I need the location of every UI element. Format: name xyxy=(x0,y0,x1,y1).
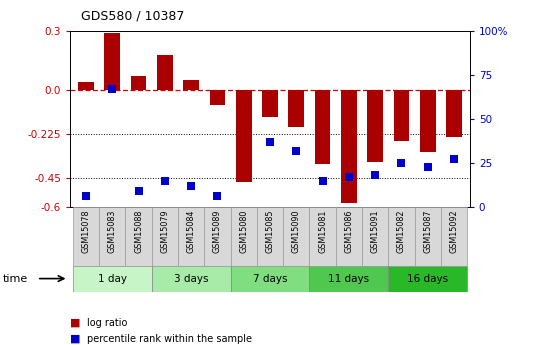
Bar xyxy=(315,90,330,164)
Bar xyxy=(210,90,225,105)
Bar xyxy=(183,80,199,90)
Text: GSM15079: GSM15079 xyxy=(160,209,170,253)
Text: 7 days: 7 days xyxy=(253,274,287,284)
Bar xyxy=(420,90,436,152)
Text: GSM15081: GSM15081 xyxy=(318,209,327,253)
Bar xyxy=(73,266,152,292)
Bar xyxy=(309,207,336,266)
Bar xyxy=(262,90,278,117)
Bar xyxy=(309,266,388,292)
Point xyxy=(108,86,117,92)
Text: percentile rank within the sample: percentile rank within the sample xyxy=(87,334,253,344)
Bar xyxy=(388,266,467,292)
Point xyxy=(318,178,327,184)
Text: 11 days: 11 days xyxy=(328,274,369,284)
Point xyxy=(82,194,90,199)
Point xyxy=(134,188,143,194)
Bar xyxy=(131,76,146,90)
Bar xyxy=(283,207,309,266)
Bar xyxy=(152,207,178,266)
Text: time: time xyxy=(3,274,28,284)
Bar xyxy=(125,207,152,266)
Text: GSM15087: GSM15087 xyxy=(423,209,432,253)
Point xyxy=(345,174,353,180)
Bar xyxy=(257,207,283,266)
Bar xyxy=(336,207,362,266)
Bar xyxy=(367,90,383,162)
Bar xyxy=(231,266,309,292)
Text: GSM15085: GSM15085 xyxy=(266,209,274,253)
Text: GSM15078: GSM15078 xyxy=(82,209,91,253)
Bar xyxy=(415,207,441,266)
Point xyxy=(213,194,222,199)
Bar xyxy=(446,90,462,137)
Point xyxy=(423,164,432,169)
Bar xyxy=(204,207,231,266)
Bar xyxy=(73,207,99,266)
Bar xyxy=(99,207,125,266)
Point xyxy=(371,172,380,178)
Bar xyxy=(157,55,173,90)
Point xyxy=(266,139,274,145)
Point xyxy=(397,160,406,166)
Bar xyxy=(231,207,257,266)
Bar xyxy=(236,90,252,181)
Bar xyxy=(362,207,388,266)
Text: GSM15090: GSM15090 xyxy=(292,209,301,253)
Text: GSM15083: GSM15083 xyxy=(108,209,117,253)
Text: ■: ■ xyxy=(70,318,80,327)
Bar xyxy=(288,90,304,127)
Text: 3 days: 3 days xyxy=(174,274,208,284)
Text: GSM15086: GSM15086 xyxy=(345,209,353,253)
Text: GSM15084: GSM15084 xyxy=(187,209,195,253)
Bar xyxy=(388,207,415,266)
Point xyxy=(292,148,301,154)
Point xyxy=(187,183,195,189)
Text: 1 day: 1 day xyxy=(98,274,127,284)
Point xyxy=(450,157,458,162)
Text: GSM15088: GSM15088 xyxy=(134,209,143,253)
Bar xyxy=(104,33,120,90)
Bar xyxy=(341,90,357,203)
Text: GSM15092: GSM15092 xyxy=(449,209,458,253)
Text: GSM15089: GSM15089 xyxy=(213,209,222,253)
Bar xyxy=(441,207,467,266)
Bar xyxy=(152,266,231,292)
Bar xyxy=(178,207,204,266)
Bar xyxy=(78,82,94,90)
Text: GDS580 / 10387: GDS580 / 10387 xyxy=(81,9,184,22)
Text: 16 days: 16 days xyxy=(407,274,448,284)
Point xyxy=(160,178,169,184)
Text: GSM15082: GSM15082 xyxy=(397,209,406,253)
Text: GSM15091: GSM15091 xyxy=(370,209,380,253)
Text: ■: ■ xyxy=(70,334,80,344)
Bar xyxy=(394,90,409,140)
Text: GSM15080: GSM15080 xyxy=(239,209,248,253)
Text: log ratio: log ratio xyxy=(87,318,128,327)
